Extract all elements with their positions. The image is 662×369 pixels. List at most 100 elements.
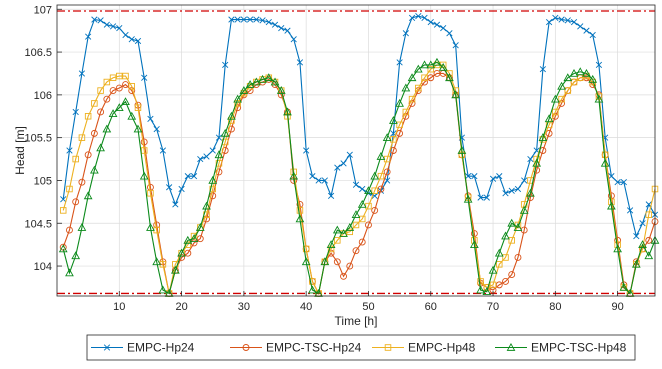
data-point — [327, 192, 335, 199]
marker-stroke — [402, 30, 409, 37]
data-point — [97, 87, 104, 94]
data-point — [358, 215, 366, 223]
data-point — [147, 190, 154, 197]
marker-stroke — [222, 61, 229, 69]
data-point — [346, 151, 353, 158]
data-point — [501, 231, 510, 240]
data-point — [264, 73, 274, 82]
data-point — [320, 257, 330, 266]
y-tick-label: 105.5 — [24, 133, 52, 145]
series-line — [62, 15, 656, 238]
data-point — [284, 27, 291, 34]
x-tick-label: 50 — [362, 301, 374, 313]
data-point — [469, 240, 479, 248]
x-tick-label: 40 — [300, 301, 312, 313]
data-point — [96, 143, 105, 152]
data-point — [66, 147, 73, 154]
data-point — [489, 175, 497, 182]
data-point — [383, 168, 391, 176]
data-point — [427, 18, 434, 26]
data-point — [539, 66, 546, 73]
marker-stroke — [639, 220, 646, 227]
data-point — [116, 24, 123, 32]
data-point — [296, 207, 304, 214]
data-point — [402, 30, 409, 37]
data-point — [463, 194, 473, 203]
data-point — [631, 259, 641, 268]
data-point — [365, 221, 372, 229]
data-point — [239, 86, 249, 94]
data-point — [544, 114, 554, 123]
data-point — [594, 94, 604, 103]
data-point — [228, 16, 235, 23]
x-tick-label: 10 — [113, 301, 125, 313]
data-point — [426, 60, 436, 69]
data-point — [202, 201, 211, 210]
marker-stroke — [240, 16, 247, 23]
series-line — [62, 61, 656, 295]
data-point — [184, 173, 191, 180]
plot-area-frame — [56, 4, 656, 297]
data-point — [489, 281, 497, 289]
marker-stroke — [502, 190, 509, 197]
marker-stroke — [465, 173, 472, 180]
data-point — [588, 74, 598, 83]
data-point — [133, 124, 143, 133]
marker-stroke — [184, 173, 191, 180]
marker-stroke — [545, 18, 553, 26]
data-point — [583, 27, 590, 34]
marker-stroke — [352, 181, 360, 188]
data-point — [488, 265, 498, 274]
data-point — [421, 14, 428, 21]
marker-stroke — [290, 36, 297, 43]
data-point — [545, 129, 553, 137]
data-point — [527, 155, 534, 163]
data-point — [333, 258, 341, 266]
data-point — [209, 192, 217, 200]
data-point — [91, 100, 98, 107]
data-point — [271, 21, 279, 28]
data-point — [465, 173, 472, 180]
data-point — [128, 36, 135, 43]
marker-stroke — [109, 23, 117, 30]
data-point — [222, 61, 229, 69]
data-point — [551, 112, 559, 120]
marker-stroke — [128, 36, 135, 43]
data-point — [345, 223, 355, 231]
data-point — [457, 145, 467, 154]
data-point — [290, 36, 297, 43]
y-tick-label: 104 — [34, 261, 52, 273]
x-tick-label: 30 — [238, 301, 250, 313]
data-point — [309, 173, 316, 180]
marker-stroke — [147, 115, 154, 122]
data-point — [59, 207, 67, 214]
data-point — [570, 78, 578, 86]
data-point — [352, 181, 360, 188]
data-point — [177, 248, 186, 257]
data-point — [620, 179, 627, 186]
marker-stroke — [246, 16, 254, 23]
data-point — [308, 285, 317, 294]
data-point — [326, 240, 336, 248]
data-point — [332, 225, 342, 234]
data-point — [340, 160, 347, 167]
y-axis-label: Head [m] — [13, 126, 27, 175]
data-point — [420, 60, 429, 69]
data-point — [452, 42, 459, 49]
marker-stroke — [396, 59, 403, 66]
marker-stroke — [97, 17, 104, 24]
legend-label: EMPC-TSC-Hp24 — [266, 341, 362, 355]
data-point — [78, 70, 86, 77]
data-point — [575, 67, 585, 76]
legend-label: EMPC-TSC-Hp48 — [531, 341, 627, 355]
data-point — [178, 185, 185, 193]
data-point — [446, 30, 453, 37]
data-point — [233, 94, 243, 103]
marker-stroke — [122, 31, 129, 39]
data-point — [595, 61, 603, 69]
data-point — [90, 129, 98, 137]
data-point — [78, 134, 86, 141]
marker-stroke — [633, 232, 640, 240]
data-point — [471, 173, 478, 180]
